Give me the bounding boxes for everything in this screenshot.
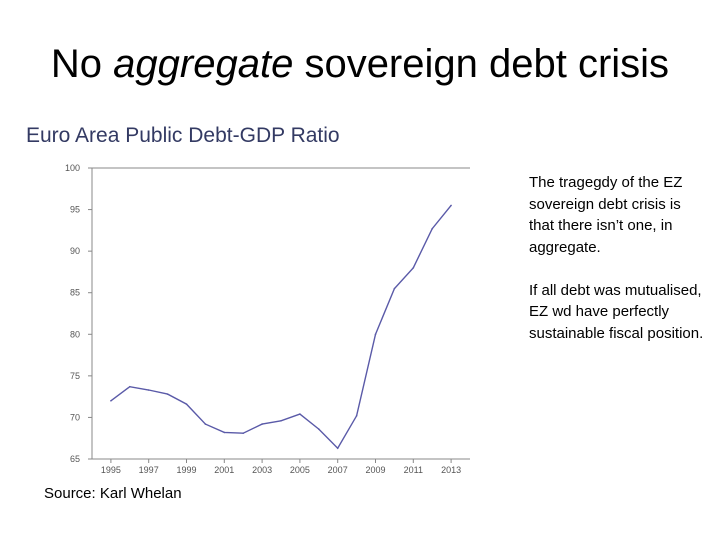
data-point xyxy=(355,414,358,417)
x-tick-label: 1999 xyxy=(176,465,196,475)
data-point xyxy=(336,447,339,449)
y-tick-label: 85 xyxy=(70,288,80,298)
side-paragraph-1: The tragegdy of the EZ sovereign debt cr… xyxy=(529,174,683,256)
data-point xyxy=(147,389,150,391)
x-tick-label: 2009 xyxy=(365,465,385,475)
y-tick-label: 95 xyxy=(70,205,80,215)
data-point xyxy=(261,423,263,425)
x-tick-label: 1995 xyxy=(101,465,121,475)
x-tick-label: 2005 xyxy=(290,465,310,475)
data-point xyxy=(318,428,320,430)
y-tick-label: 65 xyxy=(70,454,80,464)
x-tick-label: 2001 xyxy=(214,465,234,475)
data-point xyxy=(166,393,169,395)
data-point xyxy=(223,431,226,434)
x-tick-label: 2003 xyxy=(252,465,272,475)
data-point xyxy=(110,400,112,402)
data-point xyxy=(450,204,452,207)
debt-ratio-line xyxy=(110,204,452,450)
data-point xyxy=(431,227,434,230)
title-emphasis: aggregate xyxy=(113,42,294,86)
data-point xyxy=(280,419,282,422)
y-tick-label: 80 xyxy=(70,329,80,339)
x-tick-label: 2013 xyxy=(441,465,461,475)
data-point xyxy=(299,413,301,415)
data-point xyxy=(129,385,131,388)
title-prefix: No xyxy=(50,42,114,86)
y-tick-label: 75 xyxy=(70,371,80,381)
data-point xyxy=(393,287,396,290)
chart-title: Euro Area Public Debt-GDP Ratio xyxy=(26,124,340,147)
source-text: Source: Karl Whelan xyxy=(44,485,182,502)
side-text: The tragegdy of the EZ sovereign debt cr… xyxy=(529,172,709,366)
data-point xyxy=(242,432,244,435)
y-tick-label: 100 xyxy=(65,163,80,173)
data-point xyxy=(374,333,377,336)
y-tick-label: 70 xyxy=(70,412,80,422)
y-tick-label: 90 xyxy=(70,246,80,256)
data-point xyxy=(412,266,415,269)
title-suffix: sovereign debt crisis xyxy=(293,42,670,86)
data-point xyxy=(185,403,188,405)
slide-title: No aggregate sovereign debt crisis xyxy=(0,42,720,87)
x-tick-label: 1997 xyxy=(139,465,159,475)
data-point xyxy=(204,423,207,425)
x-tick-label: 2011 xyxy=(404,465,423,475)
side-paragraph-2: If all debt was mutualised, EZ wd have p… xyxy=(529,281,704,342)
x-tick-label: 2007 xyxy=(328,465,348,475)
